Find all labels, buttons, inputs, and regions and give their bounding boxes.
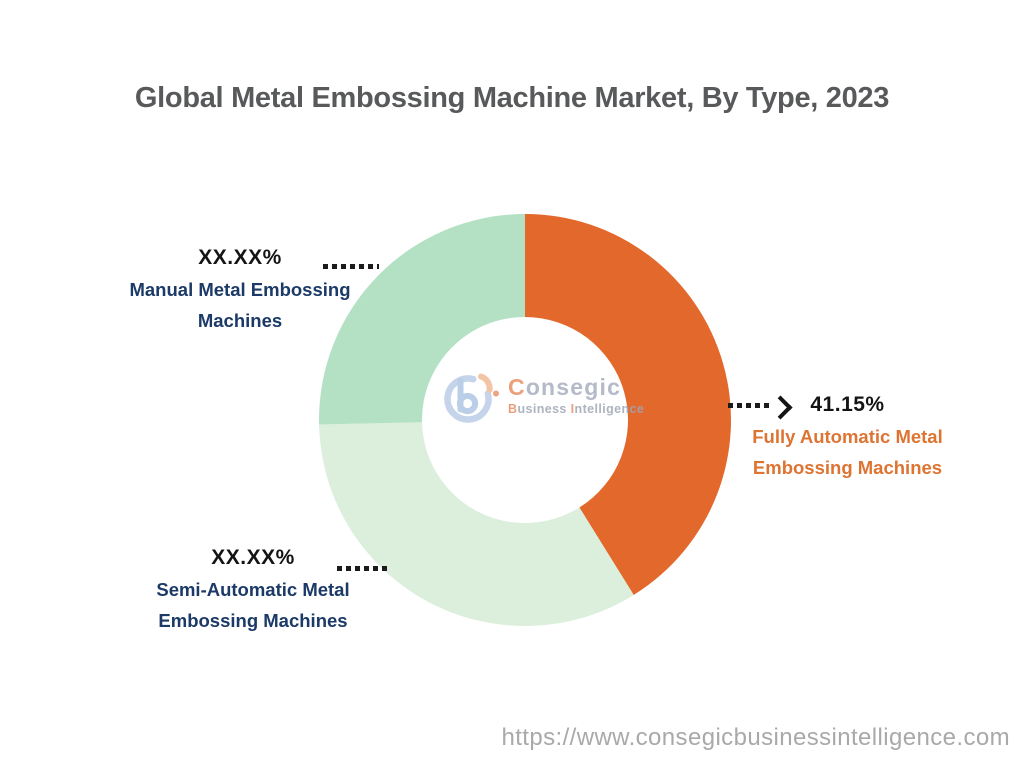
semi-percentage: XX.XX% [211, 546, 295, 569]
consegic-logo-text: Consegic Business Intelligence [508, 373, 645, 417]
brand-watermark: Consegic Business Intelligence [441, 368, 644, 424]
callout-semi-automatic: XX.XX% Semi-Automatic Metal Embossing Ma… [118, 546, 388, 636]
manual-percentage: XX.XX% [198, 246, 282, 269]
chart-title: Global Metal Embossing Machine Market, B… [134, 82, 890, 114]
consegic-logo-icon [444, 373, 499, 423]
manual-leader-dots [323, 264, 379, 269]
semi-leader-dots [337, 566, 390, 571]
source-url: https://www.consegicbusinessintelligence… [501, 724, 1010, 751]
brand-tagline: Business Intelligence [508, 402, 645, 417]
donut-segment-2 [319, 214, 525, 425]
fully-percentage: 41.15% [810, 393, 885, 416]
donut-segment-1 [319, 422, 634, 626]
brand-name: Consegic [508, 373, 622, 400]
semi-label: Semi-Automatic Metal Embossing Machines [156, 579, 350, 631]
manual-label: Manual Metal Embossing Machines [129, 279, 351, 331]
fully-leader-dots [728, 403, 772, 408]
donut-segment-0 [525, 214, 731, 595]
fully-label: Fully Automatic Metal Embossing Machines [752, 426, 943, 478]
callout-fully-automatic: 41.15% Fully Automatic Metal Embossing M… [735, 393, 960, 483]
callout-manual-metal: XX.XX% Manual Metal Embossing Machines [110, 246, 370, 336]
